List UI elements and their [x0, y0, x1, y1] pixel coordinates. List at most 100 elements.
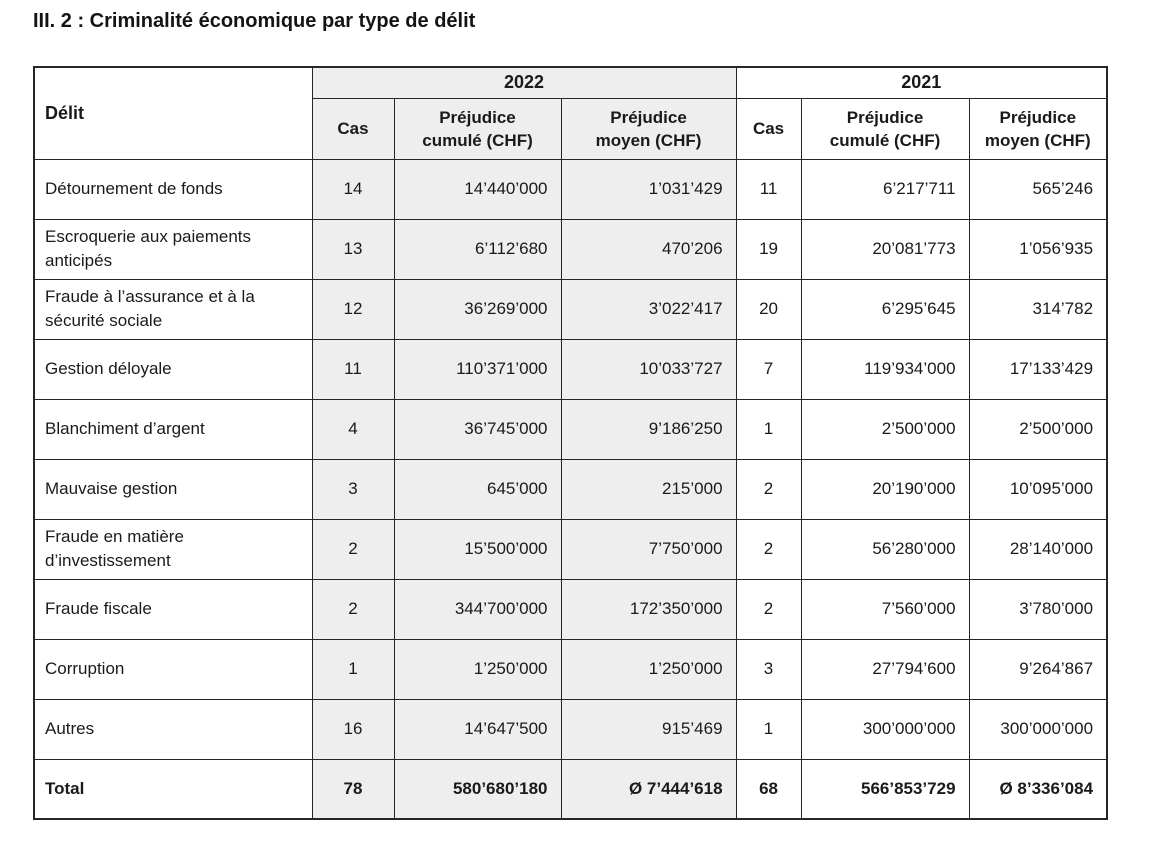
- page-title: III. 2 : Criminalité économique par type…: [33, 10, 476, 32]
- cell-2021-cas: 1: [735, 398, 802, 460]
- cell-2022-prejudice-moyen: 7’750’000: [560, 518, 737, 580]
- cell-2021-prejudice-moyen: 28’140’000: [968, 518, 1108, 580]
- cell-2021-cas: 11: [735, 158, 802, 220]
- column-group-header-2022: 2022: [311, 66, 737, 99]
- offense-label: Détournement de fonds: [33, 158, 313, 220]
- column-header-prejudice-cumule-2021: Préjudice cumulé (CHF): [800, 97, 970, 160]
- total-2021-prejudice-moyen: Ø 8’336’084: [968, 758, 1108, 820]
- cell-2022-cas: 13: [311, 218, 395, 280]
- cell-2022-prejudice-moyen: 9’186’250: [560, 398, 737, 460]
- cell-2022-cas: 3: [311, 458, 395, 520]
- offense-label: Escroquerie aux paiements anticipés: [33, 218, 313, 280]
- offense-label: Corruption: [33, 638, 313, 700]
- header-sub-row: Cas Préjudice cumulé (CHF) Préjudice moy…: [34, 97, 1108, 160]
- cell-2022-prejudice-cumule: 36’269’000: [393, 278, 562, 340]
- table-row-fraude-investissement: Fraude en matière d’investissement 2 15’…: [33, 518, 1108, 580]
- offense-label: Autres: [33, 698, 313, 760]
- cell-2021-prejudice-moyen: 565’246: [968, 158, 1108, 220]
- cell-2022-prejudice-cumule: 110’371’000: [393, 338, 562, 400]
- table-row-detournement-de-fonds: Détournement de fonds 14 14’440’000 1’03…: [33, 158, 1108, 220]
- crime-statistics-table: Délit 2022 2021 Cas Préjudice cumulé (CH…: [33, 66, 1109, 820]
- cell-2022-prejudice-cumule: 15’500’000: [393, 518, 562, 580]
- cell-2022-cas: 2: [311, 518, 395, 580]
- cell-2022-prejudice-moyen: 1’250’000: [560, 638, 737, 700]
- cell-2022-cas: 16: [311, 698, 395, 760]
- cell-2022-cas: 12: [311, 278, 395, 340]
- cell-2021-prejudice-moyen: 300’000’000: [968, 698, 1108, 760]
- cell-2021-prejudice-cumule: 119’934’000: [800, 338, 970, 400]
- cell-2022-prejudice-moyen: 215’000: [560, 458, 737, 520]
- table-row-autres: Autres 16 14’647’500 915’469 1 300’000’0…: [33, 698, 1108, 760]
- offense-label: Fraude à l’assurance et à la sécurité so…: [33, 278, 313, 340]
- offense-label: Mauvaise gestion: [33, 458, 313, 520]
- cell-2021-prejudice-moyen: 10’095’000: [968, 458, 1108, 520]
- column-header-prejudice-moyen-2021: Préjudice moyen (CHF): [968, 97, 1108, 160]
- total-2021-cas: 68: [735, 758, 802, 820]
- cell-2022-prejudice-moyen: 915’469: [560, 698, 737, 760]
- table-row-mauvaise-gestion: Mauvaise gestion 3 645’000 215’000 2 20’…: [33, 458, 1108, 520]
- cell-2021-prejudice-cumule: 7’560’000: [800, 578, 970, 640]
- cell-2021-prejudice-cumule: 20’190’000: [800, 458, 970, 520]
- cell-2021-prejudice-cumule: 20’081’773: [800, 218, 970, 280]
- column-header-cas-2022: Cas: [311, 97, 395, 160]
- cell-2022-prejudice-cumule: 36’745’000: [393, 398, 562, 460]
- cell-2021-cas: 1: [735, 698, 802, 760]
- cell-2022-prejudice-moyen: 10’033’727: [560, 338, 737, 400]
- offense-label: Fraude en matière d’investissement: [33, 518, 313, 580]
- cell-2022-prejudice-cumule: 14’647’500: [393, 698, 562, 760]
- cell-2021-prejudice-cumule: 2’500’000: [800, 398, 970, 460]
- cell-2022-prejudice-cumule: 645’000: [393, 458, 562, 520]
- cell-2022-prejudice-moyen: 3’022’417: [560, 278, 737, 340]
- column-header-prejudice-cumule-2022: Préjudice cumulé (CHF): [393, 97, 562, 160]
- cell-2022-prejudice-moyen: 470’206: [560, 218, 737, 280]
- column-header-prejudice-moyen-2022: Préjudice moyen (CHF): [560, 97, 737, 160]
- cell-2021-cas: 2: [735, 518, 802, 580]
- cell-2022-cas: 14: [311, 158, 395, 220]
- cell-2021-cas: 19: [735, 218, 802, 280]
- table-row-blanchiment-argent: Blanchiment d’argent 4 36’745’000 9’186’…: [33, 398, 1108, 460]
- cell-2021-prejudice-cumule: 6’217’711: [800, 158, 970, 220]
- cell-2022-cas: 4: [311, 398, 395, 460]
- cell-2021-cas: 2: [735, 578, 802, 640]
- cell-2021-prejudice-cumule: 300’000’000: [800, 698, 970, 760]
- cell-2021-prejudice-moyen: 2’500’000: [968, 398, 1108, 460]
- table-row-escroquerie-paiements-anticipes: Escroquerie aux paiements anticipés 13 6…: [33, 218, 1108, 280]
- cell-2021-cas: 2: [735, 458, 802, 520]
- cell-2022-prejudice-moyen: 172’350’000: [560, 578, 737, 640]
- cell-2021-prejudice-cumule: 6’295’645: [800, 278, 970, 340]
- cell-2021-prejudice-moyen: 3’780’000: [968, 578, 1108, 640]
- offense-label: Blanchiment d’argent: [33, 398, 313, 460]
- cell-2021-prejudice-moyen: 9’264’867: [968, 638, 1108, 700]
- total-2022-prejudice-moyen: Ø 7’444’618: [560, 758, 737, 820]
- table-row-fraude-assurance-securite-sociale: Fraude à l’assurance et à la sécurité so…: [33, 278, 1108, 340]
- cell-2022-prejudice-cumule: 14’440’000: [393, 158, 562, 220]
- cell-2022-cas: 2: [311, 578, 395, 640]
- table-row-corruption: Corruption 1 1’250’000 1’250’000 3 27’79…: [33, 638, 1108, 700]
- total-label: Total: [33, 758, 313, 820]
- total-2022-cas: 78: [311, 758, 395, 820]
- table-row-total: Total 78 580’680’180 Ø 7’444’618 68 566’…: [33, 758, 1108, 820]
- cell-2022-prejudice-cumule: 344’700’000: [393, 578, 562, 640]
- cell-2022-cas: 11: [311, 338, 395, 400]
- column-header-delit: Délit: [33, 66, 313, 160]
- cell-2022-prejudice-cumule: 1’250’000: [393, 638, 562, 700]
- cell-2022-cas: 1: [311, 638, 395, 700]
- cell-2021-prejudice-moyen: 314’782: [968, 278, 1108, 340]
- cell-2021-prejudice-cumule: 56’280’000: [800, 518, 970, 580]
- offense-label: Gestion déloyale: [33, 338, 313, 400]
- offense-label: Fraude fiscale: [33, 578, 313, 640]
- column-group-header-2021: 2021: [735, 66, 1108, 99]
- total-2021-prejudice-cumule: 566’853’729: [800, 758, 970, 820]
- column-header-cas-2021: Cas: [735, 97, 802, 160]
- cell-2021-cas: 3: [735, 638, 802, 700]
- total-2022-prejudice-cumule: 580’680’180: [393, 758, 562, 820]
- cell-2022-prejudice-moyen: 1’031’429: [560, 158, 737, 220]
- cell-2021-prejudice-moyen: 17’133’429: [968, 338, 1108, 400]
- cell-2021-prejudice-cumule: 27’794’600: [800, 638, 970, 700]
- cell-2022-prejudice-cumule: 6’112’680: [393, 218, 562, 280]
- table-row-fraude-fiscale: Fraude fiscale 2 344’700’000 172’350’000…: [33, 578, 1108, 640]
- cell-2021-prejudice-moyen: 1’056’935: [968, 218, 1108, 280]
- cell-2021-cas: 20: [735, 278, 802, 340]
- cell-2021-cas: 7: [735, 338, 802, 400]
